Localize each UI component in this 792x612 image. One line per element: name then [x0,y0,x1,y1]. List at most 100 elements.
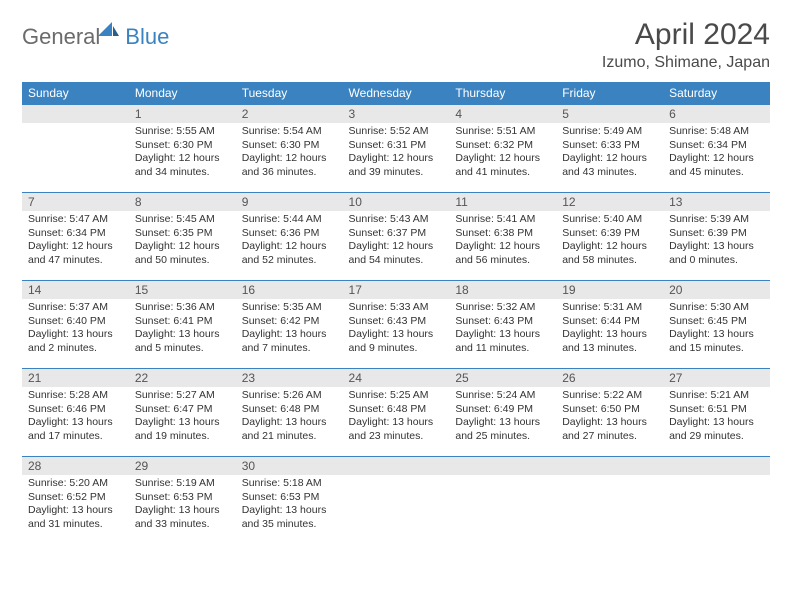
day-details: Sunrise: 5:40 AMSunset: 6:39 PMDaylight:… [556,211,663,274]
weekday-header: Thursday [449,82,556,105]
day-details: Sunrise: 5:33 AMSunset: 6:43 PMDaylight:… [343,299,450,362]
calendar-day: 19Sunrise: 5:31 AMSunset: 6:44 PMDayligh… [556,281,663,369]
day-details: Sunrise: 5:48 AMSunset: 6:34 PMDaylight:… [663,123,770,186]
day-details: Sunrise: 5:20 AMSunset: 6:52 PMDaylight:… [22,475,129,538]
calendar-day: 14Sunrise: 5:37 AMSunset: 6:40 PMDayligh… [22,281,129,369]
header: General Blue April 2024 Izumo, Shimane, … [22,18,770,72]
calendar-day: 20Sunrise: 5:30 AMSunset: 6:45 PMDayligh… [663,281,770,369]
day-number: 30 [236,457,343,475]
day-details: Sunrise: 5:47 AMSunset: 6:34 PMDaylight:… [22,211,129,274]
day-number: 10 [343,193,450,211]
calendar-day: 17Sunrise: 5:33 AMSunset: 6:43 PMDayligh… [343,281,450,369]
brand-word-2: Blue [125,24,169,50]
day-number: 15 [129,281,236,299]
month-title: April 2024 [602,18,770,52]
day-number: 20 [663,281,770,299]
calendar-table: SundayMondayTuesdayWednesdayThursdayFrid… [22,82,770,545]
day-number: 12 [556,193,663,211]
day-number: 25 [449,369,556,387]
title-block: April 2024 Izumo, Shimane, Japan [602,18,770,72]
day-details: Sunrise: 5:41 AMSunset: 6:38 PMDaylight:… [449,211,556,274]
day-details: Sunrise: 5:55 AMSunset: 6:30 PMDaylight:… [129,123,236,186]
day-number: 28 [22,457,129,475]
day-details: Sunrise: 5:26 AMSunset: 6:48 PMDaylight:… [236,387,343,450]
day-number: 18 [449,281,556,299]
weekday-header: Sunday [22,82,129,105]
calendar-body: 1Sunrise: 5:55 AMSunset: 6:30 PMDaylight… [22,105,770,545]
calendar-day: 26Sunrise: 5:22 AMSunset: 6:50 PMDayligh… [556,369,663,457]
day-number: 11 [449,193,556,211]
calendar-day-empty [22,105,129,193]
day-number [343,457,450,475]
calendar-day: 30Sunrise: 5:18 AMSunset: 6:53 PMDayligh… [236,457,343,545]
day-number: 7 [22,193,129,211]
day-number: 2 [236,105,343,123]
day-details: Sunrise: 5:28 AMSunset: 6:46 PMDaylight:… [22,387,129,450]
sail-icon [98,22,120,40]
location: Izumo, Shimane, Japan [602,54,770,72]
calendar-day: 9Sunrise: 5:44 AMSunset: 6:36 PMDaylight… [236,193,343,281]
day-details: Sunrise: 5:51 AMSunset: 6:32 PMDaylight:… [449,123,556,186]
calendar-week-row: 1Sunrise: 5:55 AMSunset: 6:30 PMDaylight… [22,105,770,193]
day-number: 5 [556,105,663,123]
day-details: Sunrise: 5:43 AMSunset: 6:37 PMDaylight:… [343,211,450,274]
day-number [22,105,129,123]
day-number: 4 [449,105,556,123]
day-details: Sunrise: 5:31 AMSunset: 6:44 PMDaylight:… [556,299,663,362]
day-details: Sunrise: 5:22 AMSunset: 6:50 PMDaylight:… [556,387,663,450]
calendar-day: 29Sunrise: 5:19 AMSunset: 6:53 PMDayligh… [129,457,236,545]
day-number: 14 [22,281,129,299]
calendar-week-row: 28Sunrise: 5:20 AMSunset: 6:52 PMDayligh… [22,457,770,545]
weekday-header: Tuesday [236,82,343,105]
calendar-day: 8Sunrise: 5:45 AMSunset: 6:35 PMDaylight… [129,193,236,281]
day-details: Sunrise: 5:19 AMSunset: 6:53 PMDaylight:… [129,475,236,538]
day-details: Sunrise: 5:45 AMSunset: 6:35 PMDaylight:… [129,211,236,274]
day-number: 17 [343,281,450,299]
day-number: 22 [129,369,236,387]
calendar-day: 2Sunrise: 5:54 AMSunset: 6:30 PMDaylight… [236,105,343,193]
calendar-day: 28Sunrise: 5:20 AMSunset: 6:52 PMDayligh… [22,457,129,545]
day-number [556,457,663,475]
day-number: 3 [343,105,450,123]
calendar-day: 6Sunrise: 5:48 AMSunset: 6:34 PMDaylight… [663,105,770,193]
day-number: 21 [22,369,129,387]
calendar-day: 11Sunrise: 5:41 AMSunset: 6:38 PMDayligh… [449,193,556,281]
calendar-day: 3Sunrise: 5:52 AMSunset: 6:31 PMDaylight… [343,105,450,193]
calendar-day: 4Sunrise: 5:51 AMSunset: 6:32 PMDaylight… [449,105,556,193]
calendar-day-empty [449,457,556,545]
brand-logo: General Blue [22,18,170,50]
day-number [449,457,556,475]
day-number: 24 [343,369,450,387]
day-number: 27 [663,369,770,387]
day-details: Sunrise: 5:24 AMSunset: 6:49 PMDaylight:… [449,387,556,450]
day-number: 6 [663,105,770,123]
day-details: Sunrise: 5:44 AMSunset: 6:36 PMDaylight:… [236,211,343,274]
day-number: 26 [556,369,663,387]
calendar-day: 24Sunrise: 5:25 AMSunset: 6:48 PMDayligh… [343,369,450,457]
day-details: Sunrise: 5:52 AMSunset: 6:31 PMDaylight:… [343,123,450,186]
weekday-header-row: SundayMondayTuesdayWednesdayThursdayFrid… [22,82,770,105]
day-details: Sunrise: 5:49 AMSunset: 6:33 PMDaylight:… [556,123,663,186]
brand-word-1: General [22,24,100,50]
day-number: 8 [129,193,236,211]
day-number: 29 [129,457,236,475]
day-number: 13 [663,193,770,211]
day-details: Sunrise: 5:18 AMSunset: 6:53 PMDaylight:… [236,475,343,538]
calendar-week-row: 14Sunrise: 5:37 AMSunset: 6:40 PMDayligh… [22,281,770,369]
calendar-day-empty [556,457,663,545]
day-details: Sunrise: 5:37 AMSunset: 6:40 PMDaylight:… [22,299,129,362]
calendar-day: 13Sunrise: 5:39 AMSunset: 6:39 PMDayligh… [663,193,770,281]
calendar-day: 21Sunrise: 5:28 AMSunset: 6:46 PMDayligh… [22,369,129,457]
day-details: Sunrise: 5:54 AMSunset: 6:30 PMDaylight:… [236,123,343,186]
day-details: Sunrise: 5:36 AMSunset: 6:41 PMDaylight:… [129,299,236,362]
calendar-day: 23Sunrise: 5:26 AMSunset: 6:48 PMDayligh… [236,369,343,457]
day-details: Sunrise: 5:25 AMSunset: 6:48 PMDaylight:… [343,387,450,450]
calendar-day: 22Sunrise: 5:27 AMSunset: 6:47 PMDayligh… [129,369,236,457]
calendar-day: 25Sunrise: 5:24 AMSunset: 6:49 PMDayligh… [449,369,556,457]
day-number: 9 [236,193,343,211]
day-details: Sunrise: 5:27 AMSunset: 6:47 PMDaylight:… [129,387,236,450]
day-details: Sunrise: 5:30 AMSunset: 6:45 PMDaylight:… [663,299,770,362]
calendar-day-empty [343,457,450,545]
weekday-header: Friday [556,82,663,105]
calendar-week-row: 7Sunrise: 5:47 AMSunset: 6:34 PMDaylight… [22,193,770,281]
